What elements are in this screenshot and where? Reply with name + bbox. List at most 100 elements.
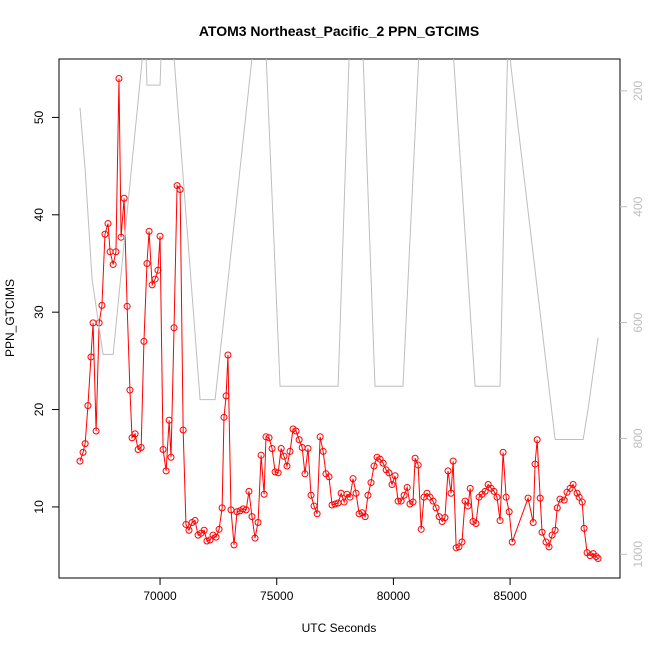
data-point: [307, 491, 315, 499]
data-point: [251, 534, 259, 542]
data-point: [481, 487, 489, 495]
data-point: [87, 353, 95, 361]
data-point: [545, 543, 553, 551]
data-point: [569, 481, 577, 489]
y-tick-label: 50: [32, 110, 46, 124]
data-point: [508, 538, 516, 546]
data-point: [185, 526, 193, 534]
data-point: [493, 493, 501, 501]
data-point: [594, 555, 602, 563]
data-point: [319, 447, 327, 455]
data-point: [548, 531, 556, 539]
data-point: [154, 266, 162, 274]
data-point: [441, 514, 449, 522]
data-point: [409, 498, 417, 506]
data-point: [328, 501, 336, 509]
data-point: [112, 248, 120, 256]
data-point: [274, 469, 282, 477]
data-point: [379, 459, 387, 467]
data-point: [257, 451, 265, 459]
data-point: [165, 416, 173, 424]
data-point: [167, 453, 175, 461]
data-point: [220, 413, 228, 421]
data-point: [76, 457, 84, 465]
data-point: [254, 518, 262, 526]
data-point: [206, 536, 214, 544]
data-point: [538, 528, 546, 536]
data-point: [573, 489, 581, 497]
data-point: [179, 426, 187, 434]
data-point: [156, 232, 164, 240]
data-point: [215, 525, 223, 533]
x-tick-label: 70000: [143, 589, 177, 603]
data-line: [79, 78, 599, 559]
plot-frame: [58, 58, 621, 579]
data-point: [447, 489, 455, 497]
data-point: [553, 504, 561, 512]
data-point: [292, 427, 300, 435]
data-point: [560, 496, 568, 504]
data-point: [414, 461, 422, 469]
data-point: [529, 518, 537, 526]
data-point: [283, 462, 291, 470]
data-point: [325, 473, 333, 481]
data-point: [117, 233, 125, 241]
data-point: [84, 402, 92, 410]
data-point: [417, 525, 425, 533]
pressure-line: [79, 59, 599, 441]
y-tick-label: 30: [32, 305, 46, 319]
data-point: [370, 462, 378, 470]
data-point: [444, 467, 452, 475]
data-point: [533, 436, 541, 444]
data-point: [280, 452, 288, 460]
data-point: [277, 444, 285, 452]
data-point: [455, 543, 463, 551]
data-point: [79, 448, 87, 456]
data-point: [524, 494, 532, 502]
data-point: [432, 504, 440, 512]
data-point: [245, 487, 253, 495]
data-point: [170, 324, 178, 332]
chart-title: ATOM3 Northeast_Pacific_2 PPN_GTCIMS: [199, 23, 479, 39]
data-point: [551, 526, 559, 534]
y-axis-label: PPN_GTCIMS: [3, 279, 17, 357]
data-point: [496, 517, 504, 525]
data-point: [203, 537, 211, 545]
data-point: [81, 440, 89, 448]
data-point: [200, 526, 208, 534]
data-point: [140, 337, 148, 345]
data-point: [316, 433, 324, 441]
data-point: [222, 392, 230, 400]
data-point: [411, 454, 419, 462]
data-point: [148, 281, 156, 289]
data-point: [137, 444, 145, 452]
plot-area: [76, 59, 602, 563]
data-point: [349, 475, 357, 483]
data-point: [361, 513, 369, 521]
data-point: [346, 493, 354, 501]
data-point: [98, 301, 106, 309]
data-point: [212, 533, 220, 541]
data-point: [248, 513, 256, 521]
data-point: [388, 481, 396, 489]
data-point: [499, 448, 507, 456]
x-tick-label: 85000: [493, 589, 527, 603]
data-point: [159, 445, 167, 453]
data-point: [268, 444, 276, 452]
data-point: [218, 504, 226, 512]
data-point: [92, 427, 100, 435]
data-point: [265, 434, 273, 442]
data-point: [271, 468, 279, 476]
data-point: [578, 498, 586, 506]
data-point: [101, 230, 109, 238]
y-tick-label: 40: [32, 208, 46, 222]
y-tick-label: 20: [32, 403, 46, 417]
data-point: [394, 497, 402, 505]
y2-tick-label: 200: [631, 81, 645, 101]
data-point: [131, 430, 139, 438]
data-point: [242, 506, 250, 514]
data-point: [313, 510, 321, 518]
data-point: [301, 470, 309, 478]
data-point: [531, 460, 539, 468]
data-point: [233, 508, 241, 516]
